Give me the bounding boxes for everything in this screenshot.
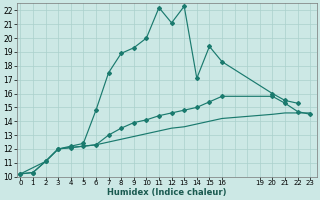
X-axis label: Humidex (Indice chaleur): Humidex (Indice chaleur) (107, 188, 226, 197)
